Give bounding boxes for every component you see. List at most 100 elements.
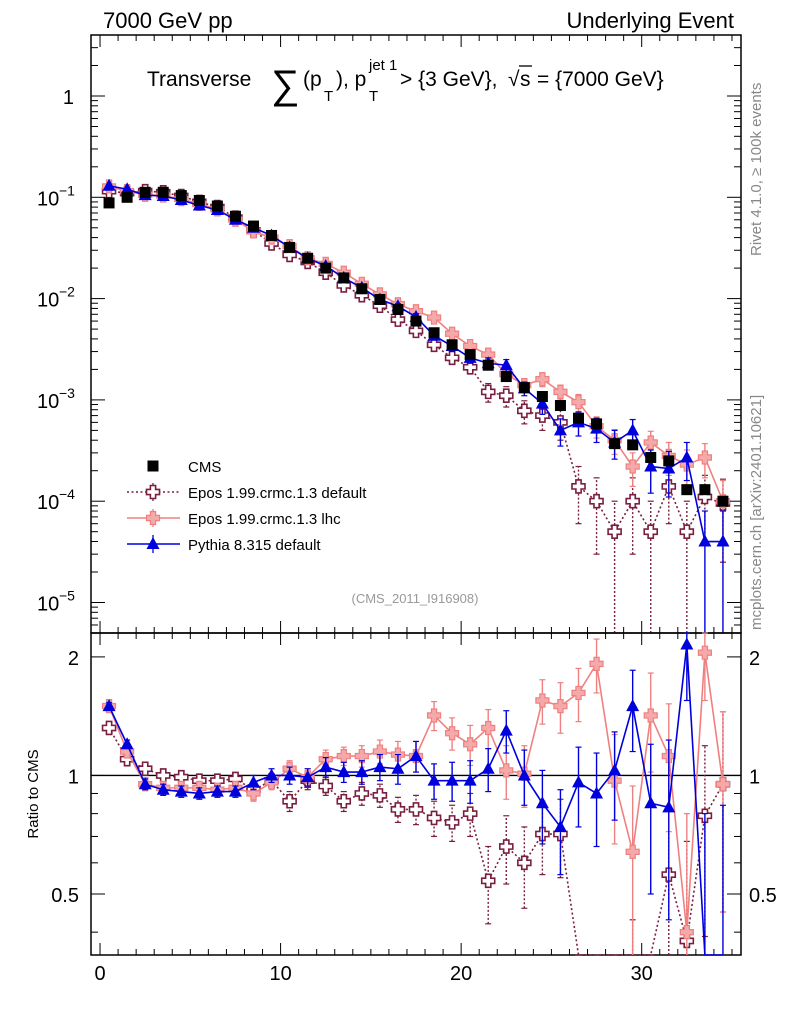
data-point bbox=[373, 760, 387, 773]
data-point bbox=[697, 645, 712, 660]
data-point bbox=[499, 723, 513, 736]
data-point bbox=[103, 197, 115, 209]
legend-marker bbox=[145, 484, 161, 500]
data-point bbox=[247, 775, 260, 788]
data-point bbox=[679, 925, 694, 940]
y-tick-label-right: 0.5 bbox=[749, 885, 777, 907]
data-point bbox=[681, 484, 693, 496]
data-point bbox=[717, 495, 729, 507]
data-point bbox=[372, 744, 387, 759]
data-point bbox=[265, 768, 279, 781]
data-point bbox=[554, 400, 566, 412]
data-point bbox=[354, 748, 369, 764]
data-point bbox=[301, 770, 315, 783]
data-point bbox=[282, 793, 297, 809]
data-point bbox=[663, 455, 675, 467]
data-point bbox=[625, 459, 640, 474]
data-point bbox=[607, 524, 622, 539]
data-point bbox=[174, 784, 188, 797]
y-tick-label: 10 bbox=[37, 391, 59, 413]
data-point bbox=[464, 349, 476, 361]
x-tick-label: 20 bbox=[450, 963, 472, 985]
data-point bbox=[591, 418, 603, 430]
data-point bbox=[499, 763, 514, 778]
data-point bbox=[229, 210, 241, 222]
series-3 bbox=[102, 178, 730, 633]
y-tick-label-exponent: −2 bbox=[59, 284, 75, 300]
series-line bbox=[108, 190, 724, 534]
data-point bbox=[138, 777, 152, 790]
data-point bbox=[139, 186, 151, 198]
y-tick-label-exponent: −5 bbox=[59, 588, 75, 604]
data-point bbox=[356, 283, 368, 295]
y-tick-label-exponent: −3 bbox=[59, 385, 75, 401]
data-point bbox=[246, 786, 261, 801]
data-point bbox=[499, 358, 513, 371]
data-point bbox=[571, 395, 586, 410]
data-point bbox=[571, 479, 586, 494]
data-point bbox=[463, 737, 478, 752]
data-point bbox=[535, 396, 549, 409]
data-point bbox=[283, 768, 297, 781]
data-point bbox=[481, 761, 495, 774]
data-point bbox=[518, 382, 530, 394]
data-point bbox=[536, 391, 548, 403]
data-point bbox=[535, 372, 550, 387]
legend: CMS Epos 1.99.crmc.1.3 default Epos 1.99.c… bbox=[127, 459, 367, 554]
x-tick-label: 30 bbox=[631, 963, 653, 985]
data-point bbox=[627, 439, 639, 451]
data-point bbox=[698, 534, 712, 547]
legend-marker bbox=[145, 510, 161, 526]
data-point bbox=[391, 761, 405, 774]
data-point bbox=[498, 839, 514, 854]
data-point bbox=[336, 748, 351, 764]
data-point bbox=[248, 220, 259, 232]
data-point bbox=[697, 450, 712, 465]
legend-marker bbox=[146, 537, 160, 549]
data-point bbox=[101, 720, 117, 736]
legend-entry: Epos 1.99.crmc.1.3 default bbox=[127, 483, 367, 502]
data-point bbox=[408, 323, 424, 339]
data-point bbox=[590, 786, 604, 799]
data-point bbox=[157, 186, 169, 198]
data-point bbox=[679, 524, 695, 539]
data-point bbox=[192, 786, 206, 799]
data-point bbox=[302, 252, 314, 264]
title-sqrt: √ bbox=[508, 68, 520, 91]
data-point bbox=[589, 656, 604, 671]
data-point bbox=[462, 359, 478, 375]
data-point bbox=[426, 337, 442, 353]
header-left: 7000 GeV pp bbox=[103, 8, 233, 33]
data-point bbox=[120, 737, 134, 750]
data-point bbox=[445, 726, 460, 741]
data-point bbox=[553, 423, 567, 436]
legend-entry: Pythia 8.315 default bbox=[127, 535, 321, 554]
data-point bbox=[644, 796, 658, 809]
ratio-plot-frame bbox=[90, 632, 742, 956]
data-point bbox=[517, 855, 532, 871]
data-point bbox=[500, 371, 512, 383]
data-point bbox=[336, 793, 352, 809]
data-point bbox=[626, 423, 640, 436]
data-point bbox=[228, 784, 242, 797]
title-sum-symbol: ∑ bbox=[271, 63, 300, 107]
data-point bbox=[121, 191, 133, 203]
legend-entry: Epos 1.99.crmc.1.3 lhc bbox=[127, 509, 341, 528]
data-point bbox=[102, 699, 116, 712]
legend-label: Epos 1.99.crmc.1.3 default bbox=[188, 485, 367, 502]
data-point bbox=[390, 312, 406, 327]
y-tick-label: 1 bbox=[68, 766, 79, 788]
data-point bbox=[444, 815, 460, 830]
data-point bbox=[589, 493, 604, 509]
data-point bbox=[608, 763, 622, 776]
data-point bbox=[266, 229, 278, 241]
header-right: Underlying Event bbox=[566, 8, 734, 33]
title-superscript: jet 1 bbox=[368, 57, 397, 74]
data-point bbox=[428, 327, 440, 339]
data-point bbox=[284, 241, 296, 253]
data-point bbox=[517, 403, 532, 419]
data-point bbox=[662, 461, 676, 474]
data-point bbox=[102, 178, 116, 191]
title-subscript: T bbox=[324, 88, 333, 105]
